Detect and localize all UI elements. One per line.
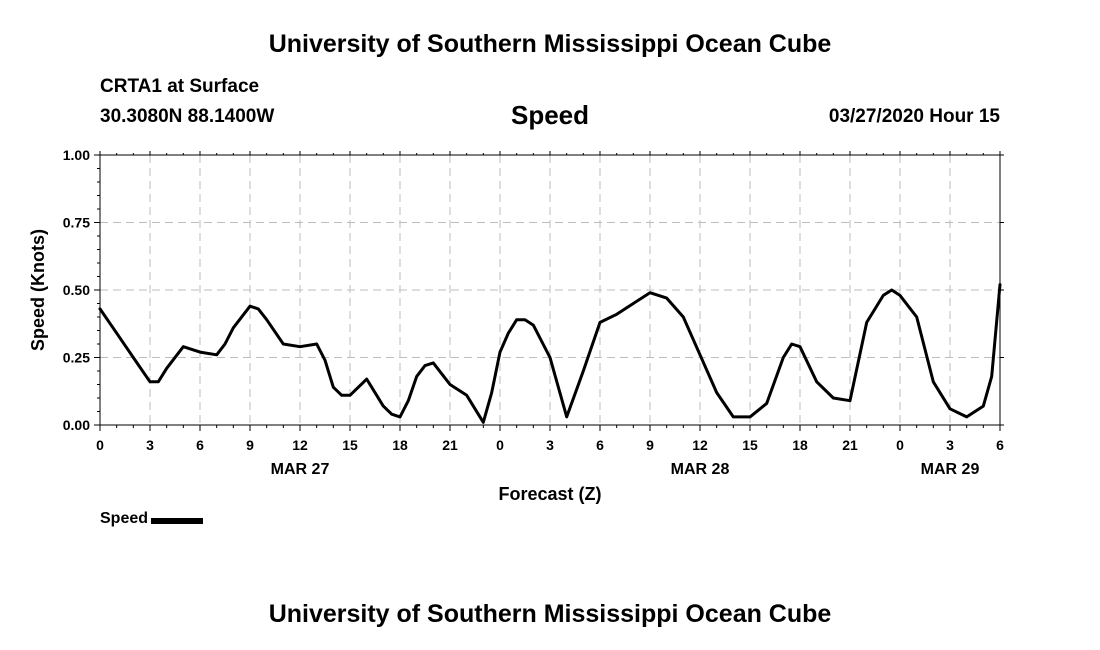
variable-title: Speed (510, 100, 590, 130)
y-tick-label: 0.50 (63, 282, 90, 298)
legend: Speed (100, 510, 204, 528)
date-label: MAR 27 (271, 461, 330, 478)
axis-labels: 0 3 6 9 12 15 18 21 0 3 6 9 12 15 18 21 0 3 6 0.00 0.25 0.50 0… (63, 147, 1004, 478)
y-tick-label: 1.00 (63, 147, 90, 163)
x-tick-label: 12 (692, 437, 708, 453)
date-label: MAR 29 (921, 461, 980, 478)
x-tick-label: 6 (196, 437, 204, 453)
x-tick-label: 3 (546, 437, 554, 453)
station-label: CRTA1 at Surface (100, 76, 260, 97)
y-tick-label: 0.00 (63, 417, 90, 433)
x-tick-label: 0 (96, 437, 104, 453)
y-tick-label: 0.25 (63, 350, 90, 366)
datetime-label: 03/27/2020 Hour 15 (828, 106, 1000, 127)
legend-swatch (151, 517, 204, 524)
x-tick-label: 12 (292, 437, 308, 453)
x-tick-label: 9 (246, 437, 254, 453)
grid-lines (100, 155, 1000, 425)
x-tick-label: 6 (996, 437, 1004, 453)
x-tick-label: 21 (842, 437, 858, 453)
bottom-title: University of Southern Mississippi Ocean… (268, 600, 832, 628)
x-tick-label: 0 (896, 437, 904, 453)
x-tick-label: 15 (342, 437, 358, 453)
axis-ticks (94, 151, 1004, 431)
y-tick-label: 0.75 (63, 215, 90, 231)
x-tick-label: 3 (946, 437, 954, 453)
legend-label: Speed (100, 510, 149, 527)
x-tick-label: 6 (596, 437, 604, 453)
x-tick-label: 3 (146, 437, 154, 453)
y-axis-title: Speed (Knots) (28, 229, 48, 351)
coordinates-label: 30.3080N 88.1400W (100, 106, 275, 127)
x-tick-label: 21 (442, 437, 458, 453)
x-tick-label: 18 (392, 437, 408, 453)
x-tick-label: 15 (742, 437, 758, 453)
speed-series-line (98, 283, 1002, 424)
x-tick-label: 18 (792, 437, 808, 453)
x-tick-label: 0 (496, 437, 504, 453)
x-axis-title: Forecast (Z) (498, 484, 601, 504)
x-tick-label: 9 (646, 437, 654, 453)
top-title: University of Southern Mississippi Ocean… (268, 30, 832, 58)
date-label: MAR 28 (671, 461, 730, 478)
